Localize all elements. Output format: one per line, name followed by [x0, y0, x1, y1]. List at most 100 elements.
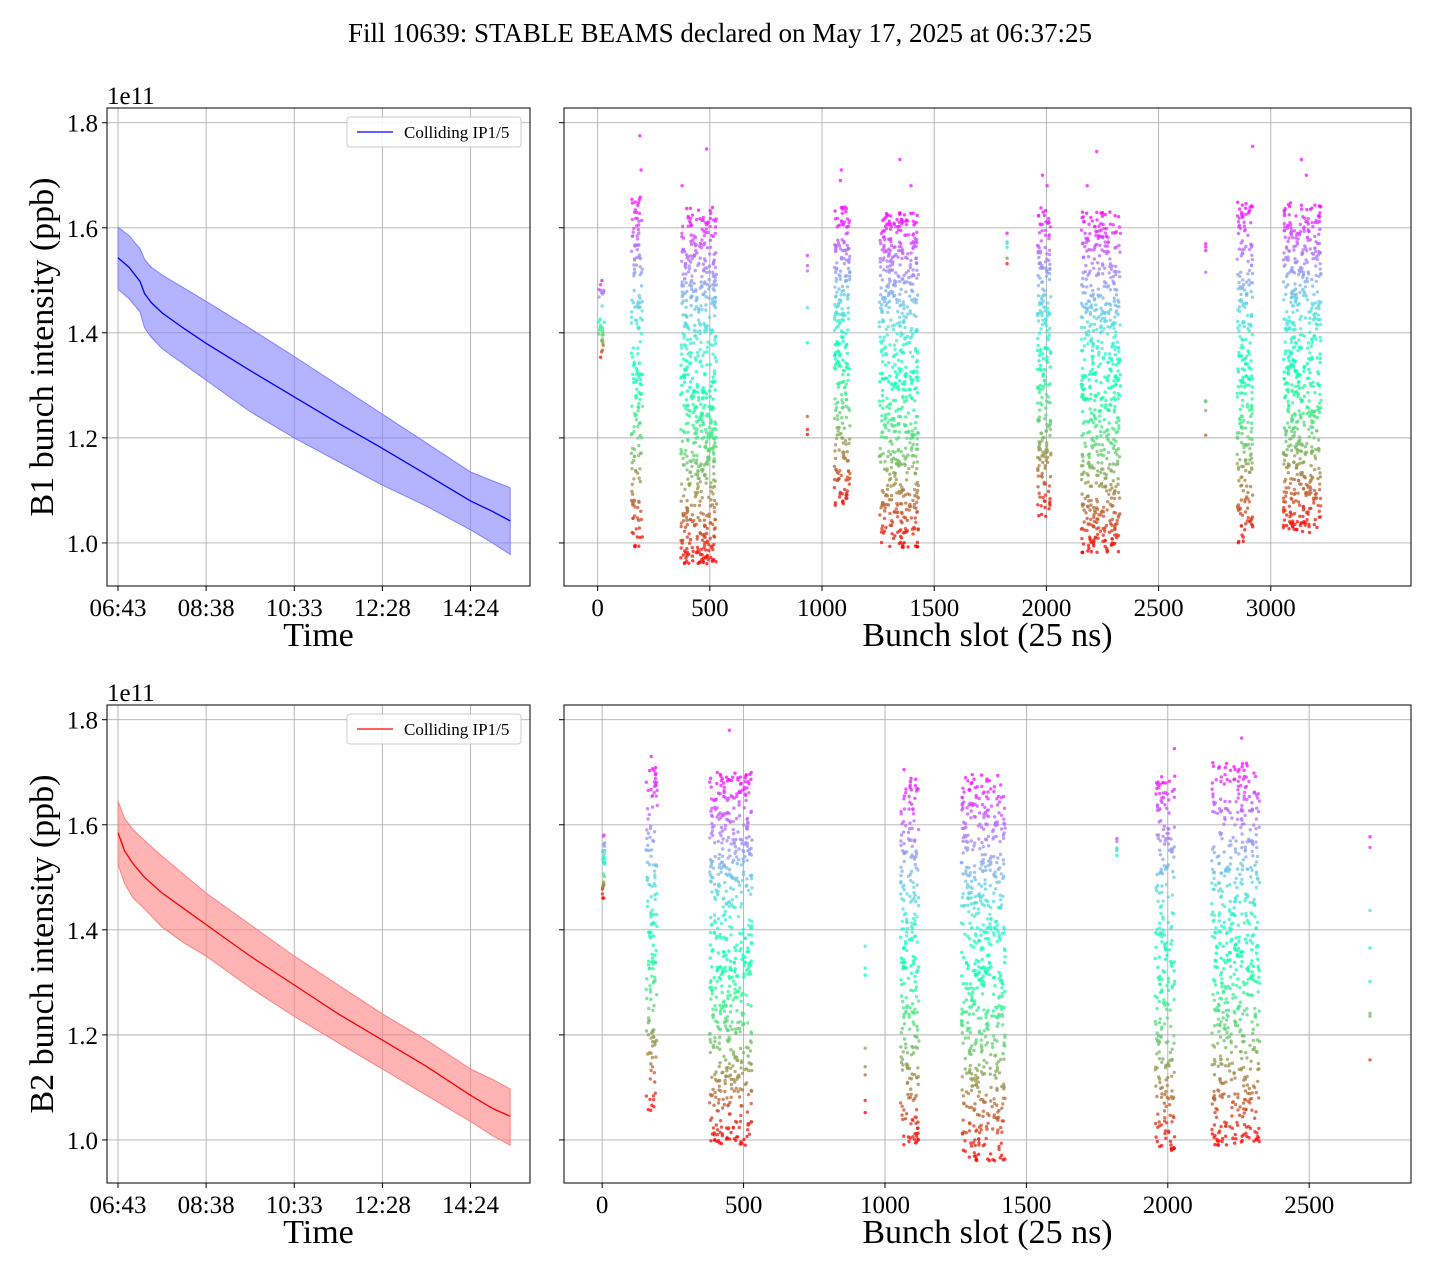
bunch-point	[693, 253, 697, 257]
bunch-point	[1318, 356, 1323, 360]
bunch-point	[846, 311, 850, 315]
bunch-point	[904, 790, 908, 795]
bunch-point	[1246, 327, 1250, 331]
bunch-point	[1097, 229, 1102, 233]
bunch-point	[697, 503, 702, 508]
bunch-point	[893, 423, 897, 428]
bunch-point	[1106, 240, 1111, 244]
bunch-point	[721, 1070, 725, 1075]
bunch-point	[683, 322, 688, 327]
bunch-point	[1248, 437, 1252, 441]
bunch-point	[700, 557, 704, 562]
bunch-point	[902, 888, 906, 892]
bunch-point	[899, 960, 904, 964]
bunch-point	[913, 1007, 917, 1011]
bunch-point	[847, 260, 851, 265]
bunch-point	[833, 270, 838, 275]
bunch-point	[901, 343, 905, 347]
bunch-point	[1080, 283, 1084, 287]
bunch-point	[880, 393, 885, 398]
bunch-point	[688, 517, 693, 522]
bunch-point	[910, 326, 914, 331]
bunch-point	[702, 321, 706, 326]
bunch-point	[1048, 225, 1053, 229]
bunch-point	[1305, 260, 1309, 264]
bunch-point	[1000, 1084, 1004, 1089]
bunch-point	[1047, 507, 1051, 511]
bunch-point	[879, 540, 884, 545]
bunch-point	[680, 282, 684, 287]
bunch-point	[1038, 276, 1042, 280]
bunch-point	[741, 927, 745, 932]
bunch-point	[1109, 469, 1113, 473]
bunch-point	[887, 379, 891, 384]
legend-box	[346, 116, 522, 148]
bunch-point	[746, 1046, 750, 1050]
bunch-point	[1241, 278, 1245, 282]
bunch-point	[1313, 517, 1318, 522]
bunch-point	[1089, 549, 1094, 554]
bunch-point	[710, 233, 714, 238]
bunch-point	[863, 973, 867, 977]
bunch-point	[1303, 216, 1307, 220]
bunch-point	[632, 361, 637, 366]
bunch-point	[718, 1028, 722, 1032]
bunch-point	[716, 1024, 720, 1029]
bunch-point	[719, 825, 724, 830]
bunch-point	[731, 819, 735, 824]
bunch-point	[1092, 257, 1097, 261]
bunch-point	[695, 461, 699, 466]
bunch-point	[711, 375, 715, 379]
bunch-point	[1288, 510, 1293, 514]
bunch-point	[1048, 475, 1053, 479]
bunch-point	[719, 866, 723, 870]
bunch-point	[630, 404, 634, 408]
bunch-point	[1099, 467, 1104, 471]
bunch-point	[1236, 367, 1240, 371]
bunch-point	[915, 1028, 920, 1032]
bunch-point	[1103, 231, 1108, 235]
bunch-point	[1308, 330, 1312, 334]
bunch-point	[1041, 318, 1045, 322]
bunch-point	[890, 422, 894, 427]
bunch-point	[732, 1089, 736, 1093]
bunch-point	[740, 957, 744, 961]
bunch-point	[1099, 448, 1103, 453]
bunch-point	[886, 454, 890, 459]
bunch-point	[729, 1077, 733, 1082]
bunch-point	[602, 288, 606, 293]
bunch-point	[714, 1123, 718, 1127]
bunch-point	[733, 970, 737, 974]
bunch-point	[635, 237, 640, 241]
bunch-point	[649, 1036, 653, 1040]
bunch-point	[1318, 360, 1322, 365]
bunch-point	[885, 222, 889, 226]
bunch-point	[746, 946, 750, 950]
bunch-point	[735, 1077, 739, 1082]
bunch-point	[739, 863, 744, 867]
bunch-point	[693, 431, 697, 436]
bunch-point	[1285, 274, 1289, 279]
bunch-point	[1302, 519, 1306, 524]
bunch-point	[694, 493, 698, 497]
bunch-point	[687, 264, 691, 268]
bunch-point	[636, 505, 640, 510]
bunch-point	[717, 884, 722, 888]
bunch-point	[1095, 149, 1099, 154]
bunch-point	[640, 436, 644, 440]
bunch-point	[741, 1051, 746, 1055]
bunch-point	[700, 538, 705, 542]
bunch-point	[1246, 490, 1250, 495]
bunch-point	[846, 459, 850, 463]
bunch-point	[700, 307, 704, 312]
bunch-point	[648, 826, 653, 831]
y-tick-label: 1.6	[67, 216, 98, 243]
bunch-point	[723, 1089, 727, 1094]
bunch-point	[712, 1138, 717, 1142]
bunch-point	[695, 537, 699, 541]
bunch-point	[739, 905, 743, 909]
bunch-point	[637, 374, 641, 379]
bunch-point	[679, 447, 683, 452]
legend-box	[346, 713, 522, 745]
bunch-point	[746, 779, 750, 784]
